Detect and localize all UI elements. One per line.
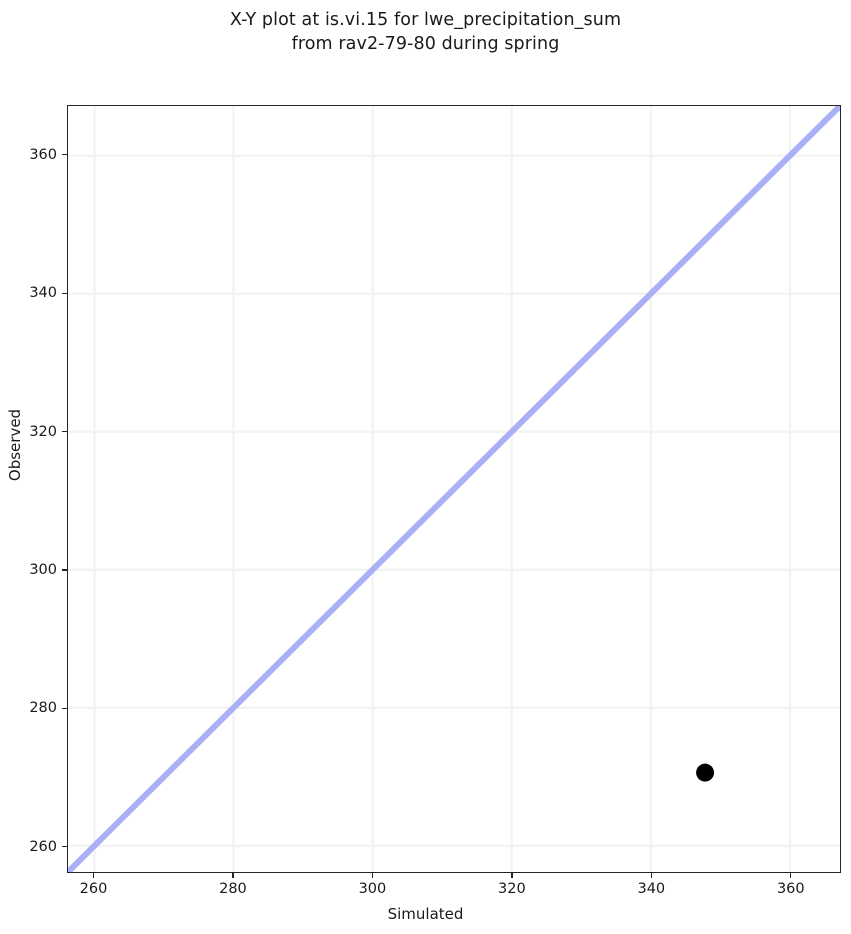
x-tick-mark [232,873,234,878]
x-tick-mark [371,873,374,878]
x-tick-label: 340 [637,881,666,897]
y-axis-label: Observed [6,408,24,482]
gridlines [68,106,840,872]
y-tick-mark [62,292,67,294]
x-tick-mark [511,873,513,878]
plot-axes [67,105,841,873]
y-tick-label: 320 [29,423,57,440]
x-tick-label: 320 [498,881,526,897]
chart-title: X-Y plot at is.vi.15 for lwe_precipitati… [229,10,622,54]
data-layer [68,106,840,872]
y-tick-label: 300 [29,561,57,578]
y-tick-label: 260 [29,838,57,855]
y-tick-mark [62,707,67,709]
x-tick-mark [92,873,95,878]
plot-area [68,106,840,872]
y-tick-label: 360 [29,146,57,163]
x-tick-label: 360 [776,881,805,897]
y-tick-mark [62,154,67,156]
x-tick-label: 280 [219,881,247,897]
x-tick-label: 260 [79,881,108,897]
y-tick-label: 340 [29,285,57,302]
x-tick-label: 300 [358,881,387,897]
y-tick-label: 280 [29,700,57,717]
y-axis-label-wrap: Observed [0,0,30,934]
y-tick-mark [62,846,67,848]
y-tick-mark [62,430,67,433]
x-tick-mark [650,873,652,878]
x-tick-mark [790,873,792,878]
y-tick-mark [62,569,67,571]
x-axis-label: Simulated [387,905,464,923]
identity-line [68,106,840,872]
data-point-marker [696,763,715,782]
